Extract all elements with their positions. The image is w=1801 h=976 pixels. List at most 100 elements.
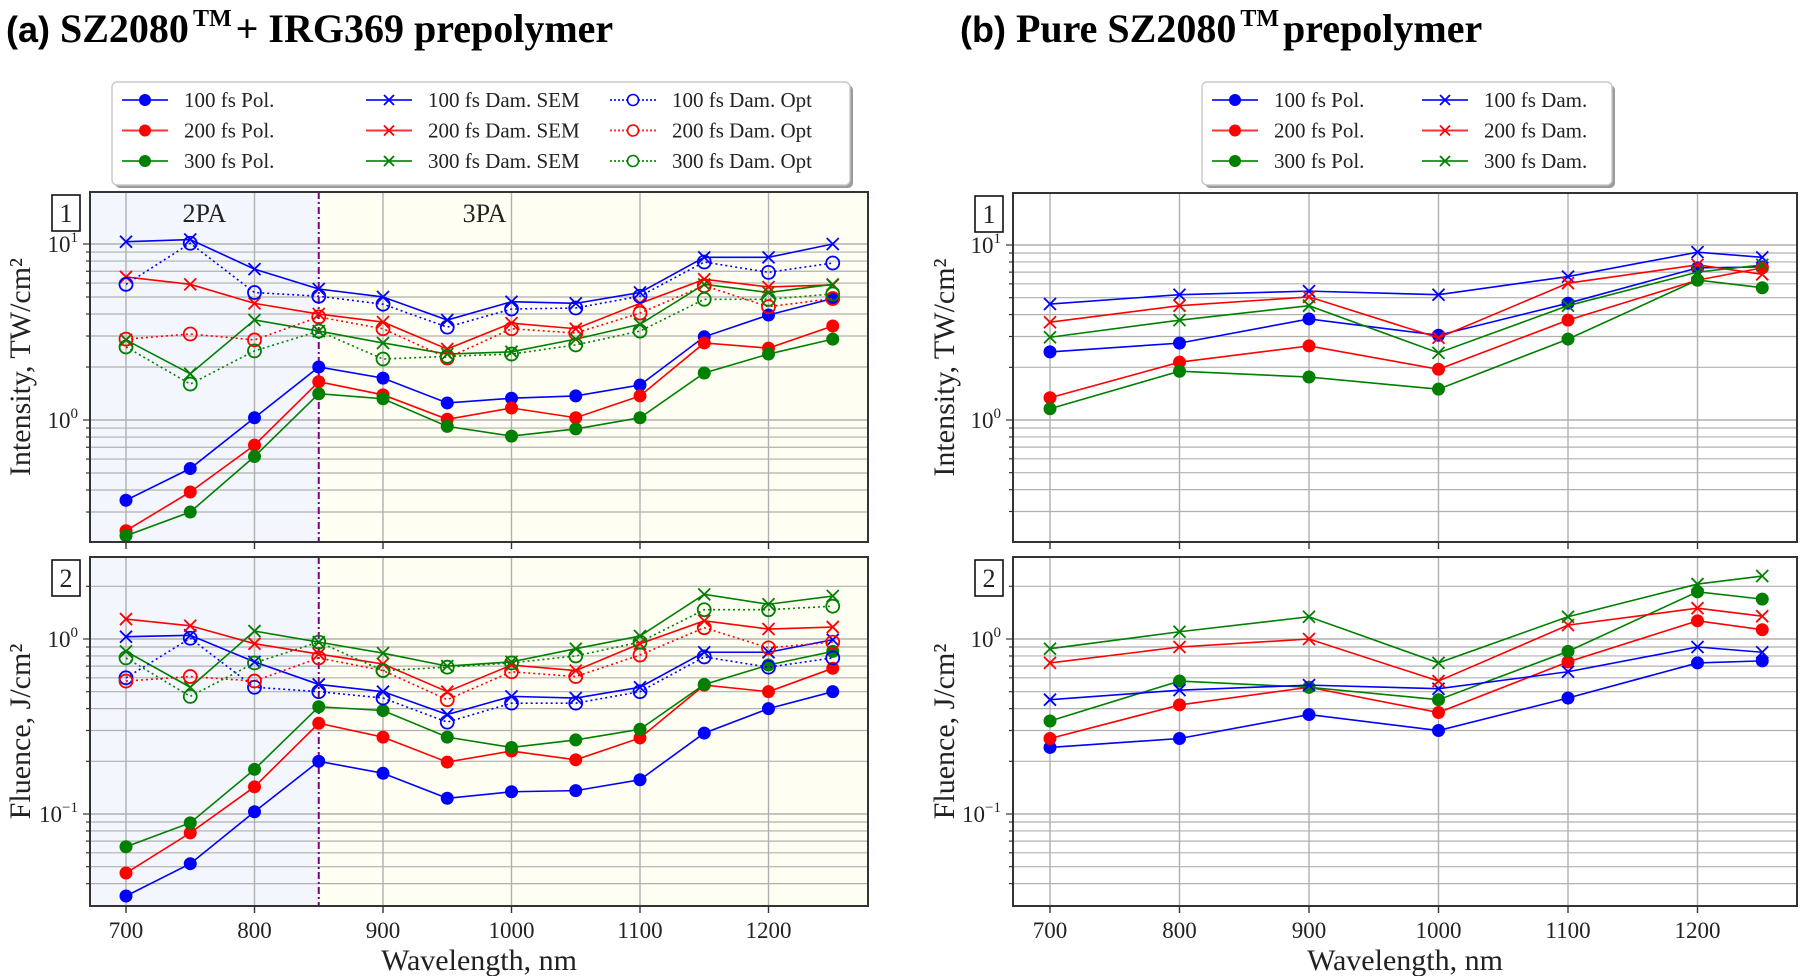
panel-a-tag: (a) xyxy=(6,9,50,50)
data-point-ring xyxy=(182,630,198,646)
data-point-x xyxy=(376,646,390,660)
data-point-dot xyxy=(183,505,197,519)
x-tick-label: 1200 xyxy=(746,918,792,943)
data-point-ring xyxy=(696,602,712,618)
data-point-ring xyxy=(696,254,712,270)
legend-a: 100 fs Pol. 200 fs Pol. 300 fs Pol. 100 fs … xyxy=(111,81,853,188)
x-tick-label: 900 xyxy=(1292,918,1327,943)
data-point-dot xyxy=(1173,732,1186,746)
y-axis-label: Fluence, J/cm² xyxy=(4,644,37,820)
y-tick-exponent: 0 xyxy=(71,406,79,422)
data-point-ring xyxy=(504,664,519,680)
data-point-dot xyxy=(440,730,454,744)
data-point-dot xyxy=(1561,644,1575,658)
series-100-fs-dam-sem xyxy=(119,628,840,722)
series-line xyxy=(125,284,833,359)
data-point-x xyxy=(1302,299,1316,313)
data-point-x xyxy=(826,633,840,647)
data-point-dot xyxy=(633,722,647,736)
legend-item: 300 fs Pol. xyxy=(122,149,274,173)
legend-label: 100 fs Pol. xyxy=(184,88,274,112)
legend-marker-dot xyxy=(139,94,151,106)
data-point-dot xyxy=(697,677,711,691)
y-tick-base: 10 xyxy=(971,627,994,652)
data-point-ring xyxy=(439,714,455,730)
data-point-dot xyxy=(1432,693,1445,707)
data-point-x xyxy=(183,628,197,642)
legend-label: 200 fs Pol. xyxy=(184,119,274,143)
series-line xyxy=(125,690,833,897)
data-point-x xyxy=(247,624,262,638)
data-point-dot xyxy=(569,422,583,436)
data-point-ring xyxy=(118,339,134,355)
legend-marker-ring xyxy=(626,154,640,168)
series-300-fs-pol xyxy=(1043,273,1769,416)
legend-item: 100 fs Dam. xyxy=(1422,88,1587,112)
data-point-x xyxy=(761,597,776,611)
series-100-fs-dam xyxy=(1043,640,1769,707)
y-tick-exponent: 0 xyxy=(994,625,1002,641)
data-point-x xyxy=(183,367,197,381)
data-point-ring xyxy=(568,300,584,316)
data-point-dot xyxy=(1043,402,1057,416)
data-point-ring xyxy=(568,648,584,664)
legend-item: 200 fs Dam. Opt xyxy=(610,119,812,143)
data-point-x xyxy=(1043,693,1057,707)
legend-marker-dot xyxy=(1229,155,1241,167)
legend-label: 200 fs Dam. SEM xyxy=(428,119,580,143)
data-point-dot xyxy=(312,387,326,401)
y-tick-base: 10 xyxy=(39,802,62,827)
series-300-fs-dam xyxy=(1043,258,1769,360)
series-200-fs-pol xyxy=(119,661,840,880)
data-point-ring xyxy=(182,235,198,251)
data-point-x xyxy=(697,250,711,264)
y-tick-label: 100 xyxy=(48,406,79,433)
data-point-dot xyxy=(826,685,840,699)
data-point-ring xyxy=(761,299,776,315)
series-line xyxy=(125,293,833,385)
data-point-ring xyxy=(247,679,262,695)
x-tick-label: 900 xyxy=(366,918,401,943)
legend-label: 100 fs Dam. SEM xyxy=(428,88,580,112)
data-point-dot xyxy=(1432,706,1445,720)
y-tick-base: 10 xyxy=(48,627,71,652)
data-point-dot xyxy=(440,419,454,433)
data-point-x xyxy=(569,691,583,705)
legend-label: 100 fs Dam. Opt xyxy=(672,88,812,112)
data-point-x xyxy=(826,620,840,634)
data-point-dot xyxy=(762,702,775,716)
series-line xyxy=(125,283,833,375)
data-point-dot xyxy=(505,401,518,415)
data-point-dot xyxy=(248,411,261,425)
data-point-dot xyxy=(1043,732,1057,746)
data-point-dot xyxy=(376,730,390,744)
data-point-x xyxy=(1172,683,1187,697)
data-point-x xyxy=(1431,288,1446,302)
legend-marker-ring xyxy=(626,124,640,137)
data-point-dot xyxy=(119,866,133,880)
data-point-ring xyxy=(247,655,262,671)
plot-frame xyxy=(1012,556,1798,907)
x-axis-label: Wavelength, nm xyxy=(381,944,577,976)
legend-marker-x xyxy=(383,94,395,106)
series-200-fs-dam xyxy=(1043,601,1769,688)
data-point-dot xyxy=(826,292,840,306)
legend-label: 100 fs Pol. xyxy=(1274,88,1364,112)
data-point-ring xyxy=(825,255,841,271)
region-2pa xyxy=(90,557,319,906)
data-point-dot xyxy=(183,826,197,840)
data-point-dot xyxy=(1302,708,1316,722)
legend-b: 100 fs Pol. 200 fs Pol. 300 fs Pol. 100 fs … xyxy=(1201,81,1615,188)
data-point-x xyxy=(247,313,262,327)
legend-item: 300 fs Dam. SEM xyxy=(366,149,580,173)
data-point-ring xyxy=(696,620,712,636)
data-point-dot xyxy=(248,762,261,776)
data-point-x xyxy=(1561,665,1575,679)
data-point-dot xyxy=(1302,312,1316,326)
plot-frame xyxy=(1012,192,1798,543)
data-point-x xyxy=(1043,642,1057,656)
series-line xyxy=(125,276,833,350)
panel-number-box xyxy=(51,559,81,597)
legend-label: 300 fs Dam. SEM xyxy=(428,149,580,173)
data-point-ring xyxy=(182,669,198,684)
